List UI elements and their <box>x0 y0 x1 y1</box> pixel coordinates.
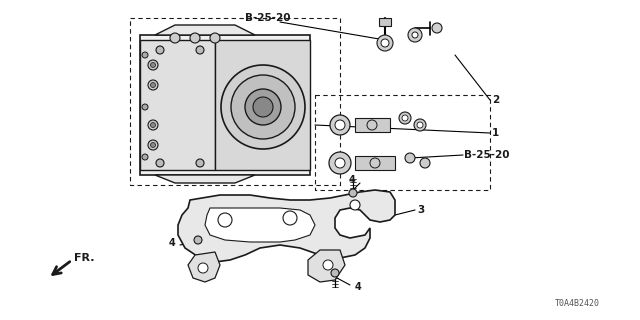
Circle shape <box>218 213 232 227</box>
Circle shape <box>402 115 408 121</box>
Circle shape <box>323 260 333 270</box>
Circle shape <box>142 154 148 160</box>
Circle shape <box>412 32 418 38</box>
Text: B-25-20: B-25-20 <box>464 150 509 160</box>
Circle shape <box>150 62 156 68</box>
Polygon shape <box>379 18 391 26</box>
Polygon shape <box>188 252 220 282</box>
Circle shape <box>148 140 158 150</box>
Circle shape <box>335 120 345 130</box>
Text: 2: 2 <box>492 95 499 105</box>
Circle shape <box>231 75 295 139</box>
Circle shape <box>253 97 273 117</box>
Polygon shape <box>355 156 395 170</box>
Circle shape <box>148 120 158 130</box>
Circle shape <box>194 236 202 244</box>
Polygon shape <box>155 175 255 183</box>
Circle shape <box>198 263 208 273</box>
Circle shape <box>156 46 164 54</box>
Circle shape <box>399 112 411 124</box>
Text: FR.: FR. <box>74 253 95 263</box>
Circle shape <box>432 23 442 33</box>
Circle shape <box>377 35 393 51</box>
Circle shape <box>156 159 164 167</box>
Circle shape <box>190 33 200 43</box>
Circle shape <box>283 211 297 225</box>
Circle shape <box>196 159 204 167</box>
Polygon shape <box>155 25 255 35</box>
Circle shape <box>210 33 220 43</box>
Circle shape <box>414 119 426 131</box>
Circle shape <box>150 142 156 148</box>
Polygon shape <box>140 40 215 170</box>
Polygon shape <box>355 118 390 132</box>
Circle shape <box>331 269 339 277</box>
Polygon shape <box>178 190 395 262</box>
Text: 4: 4 <box>348 175 355 185</box>
Text: 1: 1 <box>492 128 499 138</box>
Circle shape <box>148 60 158 70</box>
Circle shape <box>349 189 357 197</box>
Circle shape <box>142 104 148 110</box>
Circle shape <box>148 80 158 90</box>
Text: T0A4B2420: T0A4B2420 <box>555 299 600 308</box>
Circle shape <box>408 28 422 42</box>
Circle shape <box>196 46 204 54</box>
Text: 3: 3 <box>417 205 424 215</box>
Circle shape <box>170 33 180 43</box>
Circle shape <box>330 115 350 135</box>
Circle shape <box>329 152 351 174</box>
Circle shape <box>335 158 345 168</box>
Polygon shape <box>308 250 345 282</box>
Circle shape <box>245 89 281 125</box>
Circle shape <box>142 52 148 58</box>
Text: B-25-20: B-25-20 <box>245 13 291 23</box>
Circle shape <box>150 83 156 87</box>
Text: 4: 4 <box>355 282 362 292</box>
Text: 4: 4 <box>168 238 175 248</box>
Polygon shape <box>140 35 310 175</box>
Polygon shape <box>205 208 315 242</box>
Circle shape <box>417 122 423 128</box>
Polygon shape <box>215 40 310 170</box>
Circle shape <box>420 158 430 168</box>
Circle shape <box>221 65 305 149</box>
Circle shape <box>405 153 415 163</box>
Circle shape <box>381 39 389 47</box>
Circle shape <box>350 200 360 210</box>
Circle shape <box>150 123 156 127</box>
